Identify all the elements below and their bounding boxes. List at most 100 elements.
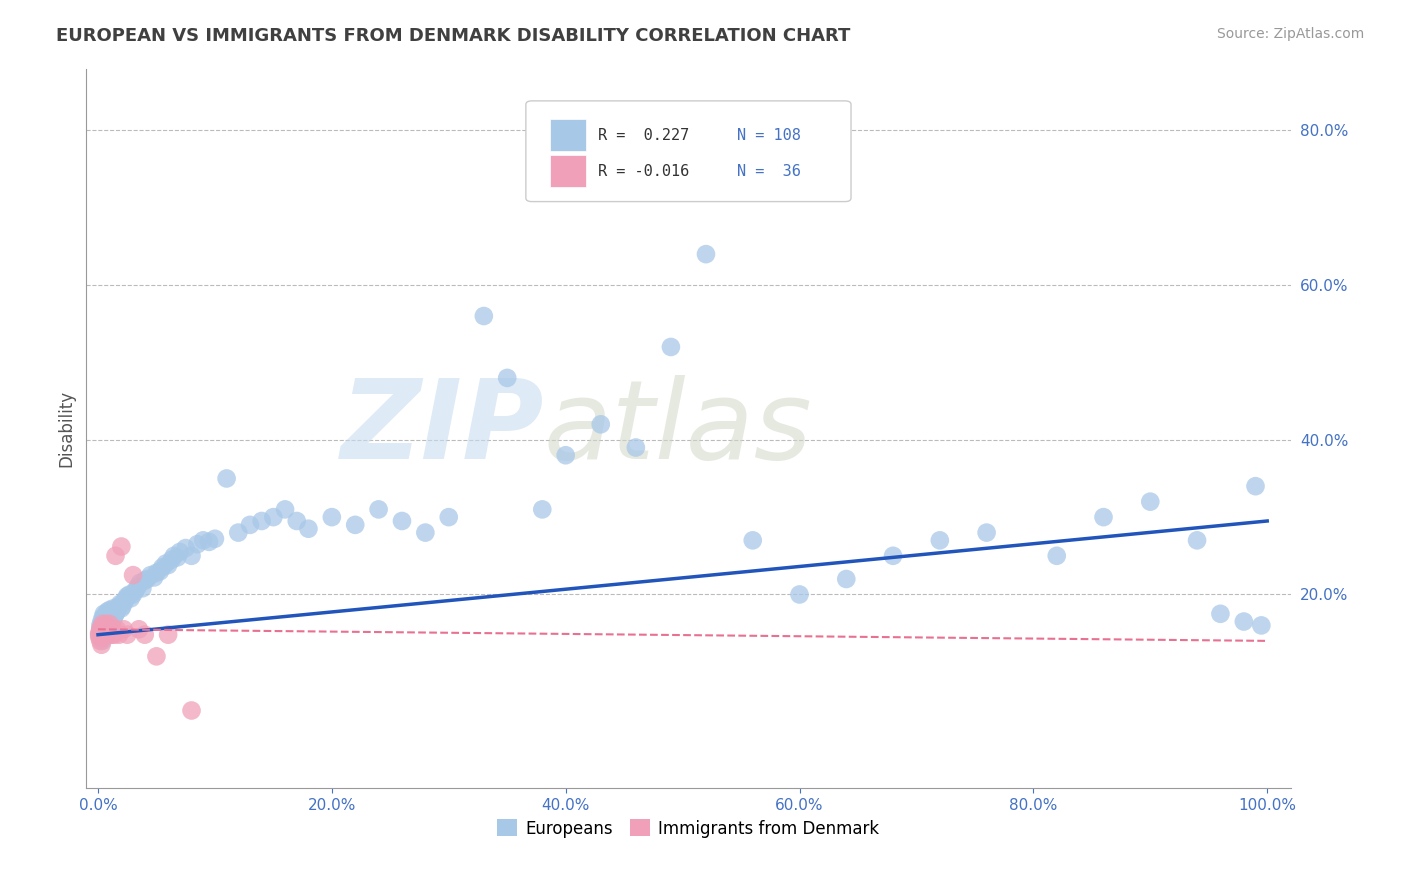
Point bbox=[91, 624, 114, 639]
Point bbox=[122, 587, 145, 601]
Text: ZIP: ZIP bbox=[340, 375, 544, 482]
Point bbox=[108, 628, 131, 642]
Point bbox=[285, 514, 308, 528]
Point bbox=[93, 622, 115, 636]
Point bbox=[114, 593, 136, 607]
Point bbox=[94, 628, 117, 642]
Point bbox=[204, 532, 226, 546]
Point bbox=[105, 622, 128, 636]
Point bbox=[118, 587, 141, 601]
Point bbox=[143, 570, 166, 584]
Point bbox=[928, 533, 950, 548]
Point bbox=[262, 510, 284, 524]
Point bbox=[437, 510, 460, 524]
Point bbox=[274, 502, 297, 516]
Point bbox=[215, 471, 238, 485]
Point bbox=[115, 628, 138, 642]
Point bbox=[89, 622, 111, 636]
Point bbox=[110, 540, 132, 554]
Point bbox=[105, 605, 128, 619]
Point bbox=[127, 580, 149, 594]
Point bbox=[96, 616, 118, 631]
Point bbox=[163, 549, 186, 563]
Point bbox=[94, 626, 117, 640]
Point bbox=[98, 628, 121, 642]
Point bbox=[415, 525, 437, 540]
Point bbox=[112, 595, 135, 609]
Point bbox=[391, 514, 413, 528]
Point bbox=[624, 441, 647, 455]
Point bbox=[100, 616, 122, 631]
Point bbox=[531, 502, 554, 516]
Point bbox=[90, 615, 112, 629]
Point bbox=[174, 541, 197, 555]
Point bbox=[96, 616, 118, 631]
Point bbox=[103, 612, 125, 626]
Point bbox=[101, 615, 124, 629]
Point bbox=[94, 620, 117, 634]
Point bbox=[93, 630, 115, 644]
Point bbox=[1209, 607, 1232, 621]
Point bbox=[367, 502, 389, 516]
Point bbox=[128, 622, 150, 636]
Point bbox=[157, 628, 180, 642]
Point bbox=[157, 558, 180, 572]
Point bbox=[98, 616, 121, 631]
Point bbox=[89, 622, 111, 636]
Point bbox=[96, 620, 118, 634]
Point bbox=[94, 609, 117, 624]
Point bbox=[112, 622, 135, 636]
Point bbox=[1250, 618, 1272, 632]
Point bbox=[93, 630, 115, 644]
Point bbox=[100, 622, 122, 636]
Point bbox=[155, 557, 177, 571]
Point bbox=[107, 601, 129, 615]
Point bbox=[472, 309, 495, 323]
Text: EUROPEAN VS IMMIGRANTS FROM DENMARK DISABILITY CORRELATION CHART: EUROPEAN VS IMMIGRANTS FROM DENMARK DISA… bbox=[56, 27, 851, 45]
Point bbox=[180, 704, 202, 718]
Point bbox=[160, 552, 183, 566]
Point bbox=[90, 624, 112, 639]
Point bbox=[149, 564, 172, 578]
Text: atlas: atlas bbox=[544, 375, 813, 482]
Point bbox=[134, 574, 156, 588]
Point bbox=[91, 610, 114, 624]
Point bbox=[120, 591, 142, 606]
Point bbox=[103, 622, 125, 636]
Point bbox=[90, 638, 112, 652]
Point bbox=[1092, 510, 1115, 524]
Point bbox=[108, 597, 131, 611]
Point bbox=[145, 566, 167, 580]
Point bbox=[96, 628, 118, 642]
Point bbox=[93, 607, 115, 621]
Point bbox=[93, 622, 115, 636]
Point bbox=[96, 624, 118, 639]
Point bbox=[89, 626, 111, 640]
Point bbox=[110, 601, 132, 615]
Point bbox=[98, 620, 121, 634]
Point bbox=[150, 560, 173, 574]
Point bbox=[1233, 615, 1256, 629]
Point bbox=[96, 615, 118, 629]
FancyBboxPatch shape bbox=[526, 101, 851, 202]
Point bbox=[321, 510, 343, 524]
Point bbox=[129, 575, 152, 590]
Point bbox=[101, 628, 124, 642]
Point bbox=[89, 618, 111, 632]
Point bbox=[100, 607, 122, 621]
Point bbox=[111, 599, 134, 613]
Point bbox=[98, 603, 121, 617]
Legend: Europeans, Immigrants from Denmark: Europeans, Immigrants from Denmark bbox=[491, 813, 886, 844]
Point bbox=[97, 610, 120, 624]
Point bbox=[180, 549, 202, 563]
Point bbox=[90, 632, 112, 646]
Point bbox=[134, 628, 156, 642]
Point bbox=[98, 612, 121, 626]
Point bbox=[104, 549, 127, 563]
Point bbox=[96, 605, 118, 619]
Point bbox=[91, 616, 114, 631]
Point bbox=[145, 649, 167, 664]
Point bbox=[1139, 494, 1161, 508]
Point bbox=[789, 587, 811, 601]
Point bbox=[93, 615, 115, 629]
